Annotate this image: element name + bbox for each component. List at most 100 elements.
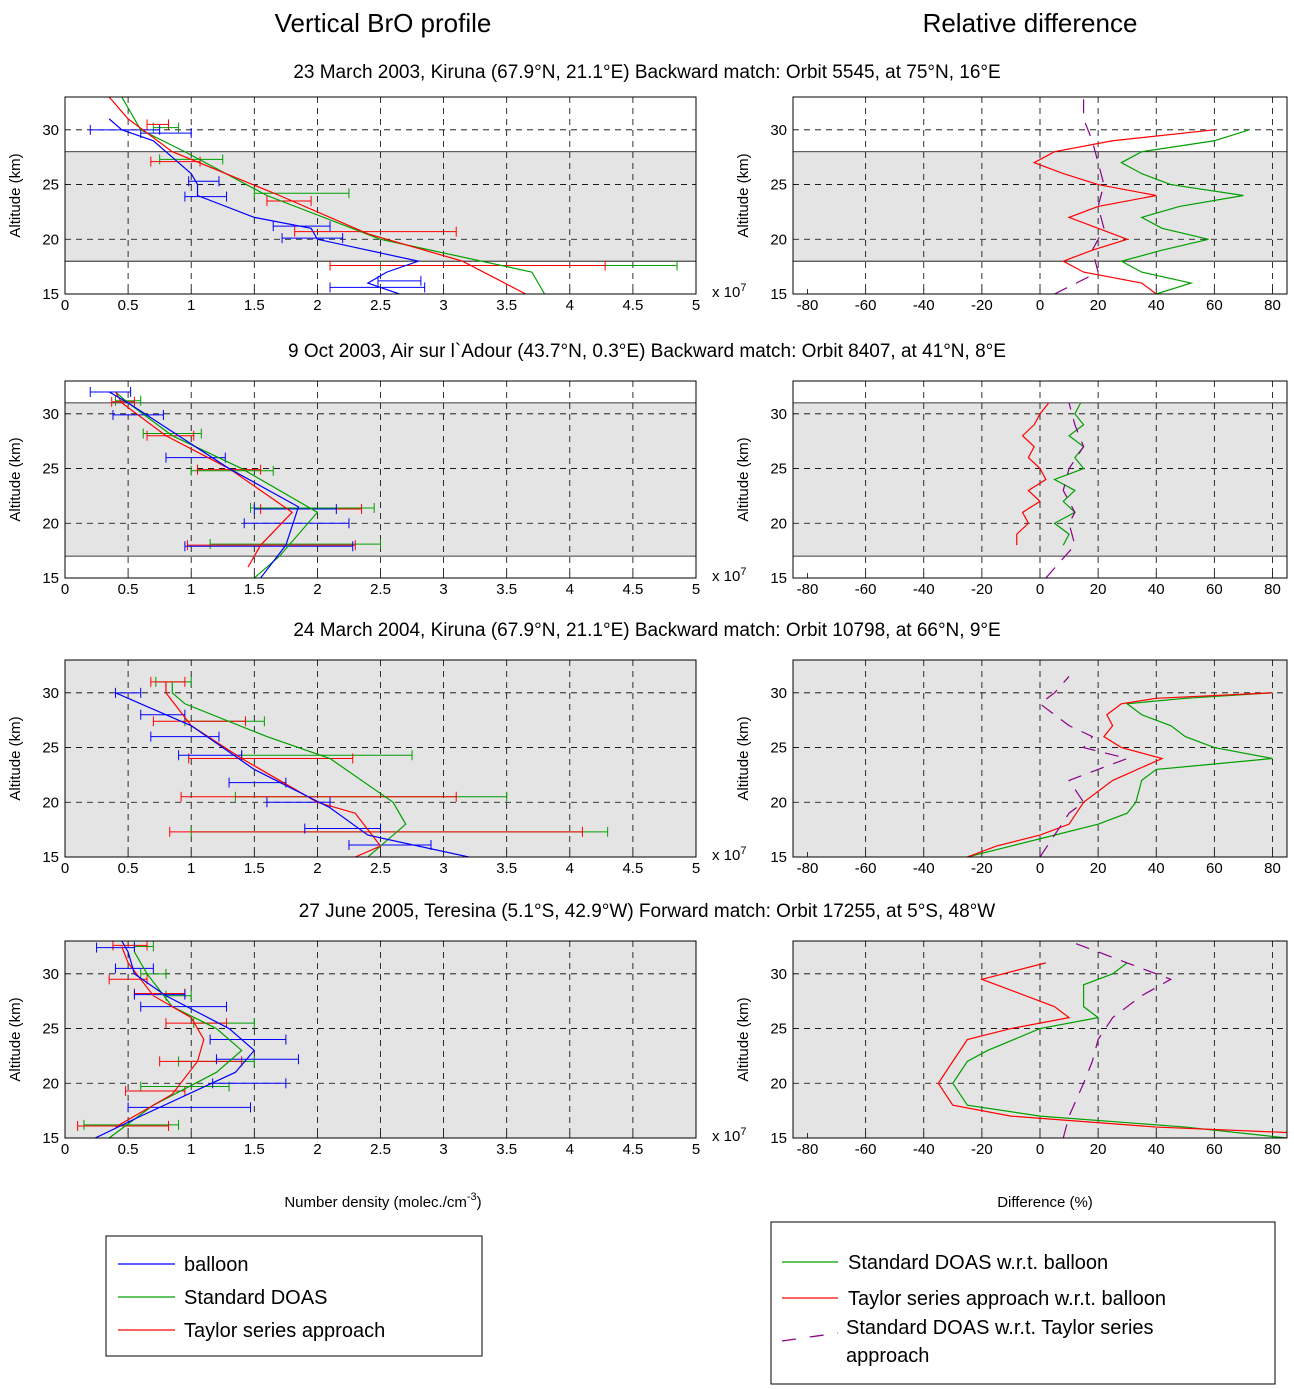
y-tick-label: 25: [770, 740, 787, 757]
x-tick-label: 1: [187, 860, 195, 877]
x-tick-label: 2: [313, 581, 321, 598]
x-tick-label: 5: [692, 860, 700, 877]
legend-label-doas-vs-taylor: Standard DOAS w.r.t. Taylor series: [846, 1317, 1154, 1339]
legend-swatch-doas-vs-taylor: [781, 1332, 839, 1342]
panel-row-1: 23 March 2003, Kiruna (67.9°N, 21.1°E) B…: [7, 62, 1288, 314]
y-tick-label: 20: [770, 794, 787, 811]
right-x-axis-label: Difference (%): [997, 1194, 1093, 1211]
x-tick-label: 80: [1264, 581, 1281, 598]
left-x-axis-label: Number density (molec./cm-3): [284, 1191, 481, 1211]
balloon-profile-line: [115, 692, 469, 857]
difference-plot-frame: [792, 659, 1288, 858]
profile-plot-4: 0 0.5 1 1.5 2 2.5 3 3.5 4 4.5 5 15 20 25 30 Altitude (k…: [7, 940, 746, 1158]
x-tick-label: 40: [1148, 297, 1165, 314]
x-exponent-label: x 107: [712, 566, 746, 585]
x-tick-label: 60: [1206, 297, 1223, 314]
balloon-profile-line: [93, 941, 256, 1138]
difference-plot-frame: [792, 940, 1288, 1139]
x-tick-label: 0: [1036, 1141, 1044, 1158]
legend-label-taylor-vs-balloon: Taylor series approach w.r.t. balloon: [848, 1288, 1166, 1310]
row-title-4: 27 June 2005, Teresina (5.1°S, 42.9°W) F…: [299, 901, 996, 922]
y-tick-label: 30: [770, 966, 787, 983]
x-tick-label: 3.5: [496, 1141, 517, 1158]
y-axis-label: Altitude (km): [7, 716, 24, 800]
doas-vs-taylor-line: [1039, 676, 1130, 857]
panel-row-3: 24 March 2004, Kiruna (67.9°N, 21.1°E) B…: [7, 620, 1288, 877]
difference-series: [1032, 97, 1250, 294]
y-tick-label: 30: [42, 966, 59, 983]
x-tick-label: -60: [855, 1141, 877, 1158]
y-tick-label: 20: [42, 515, 59, 532]
right-legend: Standard DOAS w.r.t. balloon Taylor seri…: [770, 1221, 1276, 1385]
y-tick-label: 30: [770, 122, 787, 139]
doas-vs-balloon-line: [952, 962, 1287, 1138]
profile-plot-frame: [64, 96, 697, 295]
x-tick-label: 0: [61, 860, 69, 877]
x-tick-label: 3.5: [496, 581, 517, 598]
y-tick-label: 25: [770, 177, 787, 194]
y-tick-label: 15: [770, 849, 787, 866]
taylor-vs-balloon-line: [967, 692, 1273, 857]
profile-plot-3: 0 0.5 1 1.5 2 2.5 3 3.5 4 4.5 5 15 20 25 30 Altitude (k…: [7, 659, 746, 877]
x-tick-label: 5: [692, 297, 700, 314]
y-tick-label: 30: [42, 685, 59, 702]
y-tick-label: 15: [770, 1130, 787, 1147]
x-tick-label: 1: [187, 1141, 195, 1158]
y-axis-label: Altitude (km): [735, 997, 752, 1081]
left-legend-box: [105, 1235, 483, 1357]
taylor-profile-line: [165, 681, 382, 857]
x-tick-label: 1.5: [244, 1141, 265, 1158]
y-axis-label: Altitude (km): [7, 153, 24, 237]
y-axis-label: Altitude (km): [735, 437, 752, 521]
y-tick-label: 20: [42, 231, 59, 248]
profile-series: [89, 386, 381, 578]
x-tick-label: 40: [1148, 860, 1165, 877]
difference-series: [967, 676, 1273, 857]
x-tick-label: 0: [61, 581, 69, 598]
difference-plot-1: -80 -60 -40 -20 0 20 40 60 80 15 20 25 30 Altitude (k…: [735, 96, 1288, 314]
x-tick-label: 3.5: [496, 297, 517, 314]
x-tick-label: 2: [313, 1141, 321, 1158]
y-tick-label: 30: [770, 685, 787, 702]
x-tick-label: 1: [187, 581, 195, 598]
x-tick-label: 4.5: [622, 297, 643, 314]
y-tick-label: 15: [770, 286, 787, 303]
y-tick-label: 25: [770, 461, 787, 478]
x-tick-label: 1.5: [244, 297, 265, 314]
doas-vs-balloon-line: [967, 692, 1273, 857]
row-title-3: 24 March 2004, Kiruna (67.9°N, 21.1°E) B…: [293, 620, 1000, 641]
standard-doas-profile-line: [171, 681, 407, 857]
altitude-shade-band: [65, 941, 696, 1138]
x-tick-label: 2.5: [370, 860, 391, 877]
x-tick-label: 4: [566, 297, 574, 314]
y-tick-label: 20: [770, 1075, 787, 1092]
x-tick-label: 80: [1264, 1141, 1281, 1158]
profile-series: [89, 97, 678, 294]
y-tick-label: 15: [42, 849, 59, 866]
difference-plot-frame: [792, 96, 1288, 295]
x-tick-label: 5: [692, 1141, 700, 1158]
profile-plot-frame: [64, 659, 697, 858]
x-tick-label: 0: [1036, 860, 1044, 877]
x-tick-label: 1: [187, 297, 195, 314]
y-tick-label: 25: [42, 177, 59, 194]
x-tick-label: -40: [913, 1141, 935, 1158]
x-tick-label: -40: [913, 297, 935, 314]
y-tick-label: 20: [770, 231, 787, 248]
x-tick-label: -80: [797, 581, 819, 598]
difference-plot-4: -80 -60 -40 -20 0 20 40 60 80 15 20 25 30 Altitude (k…: [735, 940, 1288, 1158]
y-tick-label: 15: [42, 286, 59, 303]
y-tick-label: 30: [770, 406, 787, 423]
difference-series: [1016, 402, 1085, 578]
x-tick-label: 40: [1148, 581, 1165, 598]
x-exponent-label: x 107: [712, 1126, 746, 1145]
panel-row-2: 9 Oct 2003, Air sur l`Adour (43.7°N, 0.3…: [7, 341, 1288, 598]
y-tick-label: 30: [42, 122, 59, 139]
panel-row-4: 27 June 2005, Teresina (5.1°S, 42.9°W) F…: [7, 901, 1288, 1158]
doas-vs-taylor-line: [1054, 97, 1105, 294]
x-tick-label: 0.5: [118, 860, 139, 877]
y-tick-label: 30: [42, 406, 59, 423]
y-tick-label: 25: [42, 1021, 59, 1038]
x-tick-label: 4: [566, 1141, 574, 1158]
doas-vs-taylor-line: [1045, 402, 1085, 578]
